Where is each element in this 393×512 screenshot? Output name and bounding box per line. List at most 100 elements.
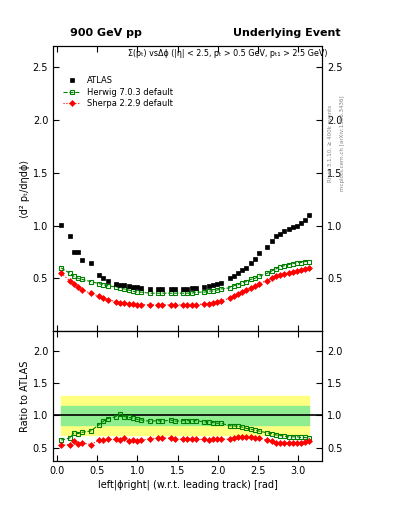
ATLAS bbox=[156, 286, 160, 292]
Sherpa 2.2.9 default bbox=[67, 278, 72, 284]
Herwig 7.0.3 default bbox=[130, 288, 135, 294]
Sherpa 2.2.9 default bbox=[126, 301, 131, 307]
Sherpa 2.2.9 default bbox=[240, 289, 244, 295]
ATLAS bbox=[269, 239, 274, 245]
ATLAS bbox=[101, 275, 106, 282]
Sherpa 2.2.9 default bbox=[168, 302, 173, 308]
ATLAS bbox=[240, 267, 244, 273]
Sherpa 2.2.9 default bbox=[173, 302, 177, 308]
Herwig 7.0.3 default bbox=[88, 279, 93, 285]
ATLAS bbox=[72, 249, 76, 255]
Sherpa 2.2.9 default bbox=[59, 270, 63, 276]
Herwig 7.0.3 default bbox=[211, 288, 215, 294]
Herwig 7.0.3 default bbox=[219, 286, 224, 292]
Line: Sherpa 2.2.9 default: Sherpa 2.2.9 default bbox=[59, 266, 312, 307]
ATLAS bbox=[67, 233, 72, 239]
ATLAS bbox=[231, 273, 236, 280]
ATLAS bbox=[244, 265, 249, 271]
Sherpa 2.2.9 default bbox=[206, 301, 211, 307]
Herwig 7.0.3 default bbox=[290, 261, 295, 267]
ATLAS bbox=[227, 275, 232, 282]
Herwig 7.0.3 default bbox=[278, 264, 283, 270]
Sherpa 2.2.9 default bbox=[181, 302, 185, 308]
ATLAS bbox=[265, 244, 270, 250]
Herwig 7.0.3 default bbox=[206, 288, 211, 294]
Sherpa 2.2.9 default bbox=[80, 287, 84, 293]
ATLAS bbox=[130, 284, 135, 290]
ATLAS bbox=[202, 284, 207, 290]
Sherpa 2.2.9 default bbox=[147, 302, 152, 308]
Herwig 7.0.3 default bbox=[168, 290, 173, 296]
Sherpa 2.2.9 default bbox=[76, 284, 81, 290]
Sherpa 2.2.9 default bbox=[299, 267, 303, 273]
ATLAS bbox=[185, 286, 190, 292]
ATLAS bbox=[252, 257, 257, 263]
Legend: ATLAS, Herwig 7.0.3 default, Sherpa 2.2.9 default: ATLAS, Herwig 7.0.3 default, Sherpa 2.2.… bbox=[60, 73, 176, 112]
Herwig 7.0.3 default bbox=[202, 289, 207, 295]
Sherpa 2.2.9 default bbox=[236, 291, 241, 297]
ATLAS bbox=[97, 272, 101, 279]
Herwig 7.0.3 default bbox=[269, 268, 274, 274]
ATLAS bbox=[206, 283, 211, 289]
Sherpa 2.2.9 default bbox=[139, 302, 143, 308]
ATLAS bbox=[219, 280, 224, 286]
Sherpa 2.2.9 default bbox=[97, 293, 101, 300]
Sherpa 2.2.9 default bbox=[282, 271, 286, 278]
ATLAS bbox=[76, 249, 81, 255]
ATLAS bbox=[282, 228, 286, 234]
ATLAS bbox=[173, 286, 177, 292]
Sherpa 2.2.9 default bbox=[286, 270, 291, 276]
ATLAS bbox=[236, 270, 241, 276]
Herwig 7.0.3 default bbox=[274, 266, 278, 272]
ATLAS bbox=[118, 282, 123, 288]
ATLAS bbox=[135, 284, 140, 290]
ATLAS bbox=[248, 260, 253, 266]
Sherpa 2.2.9 default bbox=[135, 302, 140, 308]
Herwig 7.0.3 default bbox=[231, 283, 236, 289]
Text: Σ(pₜ) vsΔϕ (|η| < 2.5, pₜ > 0.5 GeV, pₜ₁ > 2.5 GeV): Σ(pₜ) vsΔϕ (|η| < 2.5, pₜ > 0.5 GeV, pₜ₁… bbox=[129, 49, 328, 58]
Herwig 7.0.3 default bbox=[76, 275, 81, 282]
Sherpa 2.2.9 default bbox=[269, 275, 274, 282]
Sherpa 2.2.9 default bbox=[252, 283, 257, 289]
Text: Underlying Event: Underlying Event bbox=[233, 28, 341, 38]
ATLAS bbox=[299, 220, 303, 226]
Herwig 7.0.3 default bbox=[97, 281, 101, 287]
ATLAS bbox=[274, 233, 278, 239]
Sherpa 2.2.9 default bbox=[215, 298, 219, 305]
ATLAS bbox=[194, 285, 198, 291]
ATLAS bbox=[215, 281, 219, 287]
Herwig 7.0.3 default bbox=[295, 260, 299, 266]
ATLAS bbox=[181, 286, 185, 292]
Line: ATLAS: ATLAS bbox=[59, 212, 312, 291]
Sherpa 2.2.9 default bbox=[160, 302, 165, 308]
Herwig 7.0.3 default bbox=[299, 260, 303, 266]
ATLAS bbox=[59, 222, 63, 228]
Herwig 7.0.3 default bbox=[282, 263, 286, 269]
ATLAS bbox=[139, 285, 143, 291]
ATLAS bbox=[160, 286, 165, 292]
Sherpa 2.2.9 default bbox=[185, 302, 190, 308]
Sherpa 2.2.9 default bbox=[72, 281, 76, 287]
Sherpa 2.2.9 default bbox=[122, 300, 127, 306]
Herwig 7.0.3 default bbox=[135, 289, 140, 295]
Herwig 7.0.3 default bbox=[286, 262, 291, 268]
Y-axis label: ⟨d² pₜ/dηdϕ⟩: ⟨d² pₜ/dηdϕ⟩ bbox=[20, 160, 30, 218]
Herwig 7.0.3 default bbox=[248, 276, 253, 283]
ATLAS bbox=[122, 282, 127, 288]
Sherpa 2.2.9 default bbox=[265, 278, 270, 284]
Sherpa 2.2.9 default bbox=[118, 300, 123, 306]
ATLAS bbox=[189, 285, 194, 291]
ATLAS bbox=[307, 212, 312, 218]
Herwig 7.0.3 default bbox=[67, 270, 72, 276]
Sherpa 2.2.9 default bbox=[227, 295, 232, 302]
Sherpa 2.2.9 default bbox=[202, 301, 207, 307]
Sherpa 2.2.9 default bbox=[295, 268, 299, 274]
Herwig 7.0.3 default bbox=[126, 287, 131, 293]
Herwig 7.0.3 default bbox=[80, 276, 84, 283]
Y-axis label: Ratio to ATLAS: Ratio to ATLAS bbox=[20, 360, 30, 432]
Sherpa 2.2.9 default bbox=[189, 302, 194, 308]
ATLAS bbox=[147, 286, 152, 292]
Sherpa 2.2.9 default bbox=[194, 302, 198, 308]
Sherpa 2.2.9 default bbox=[303, 266, 308, 272]
Sherpa 2.2.9 default bbox=[114, 298, 118, 305]
